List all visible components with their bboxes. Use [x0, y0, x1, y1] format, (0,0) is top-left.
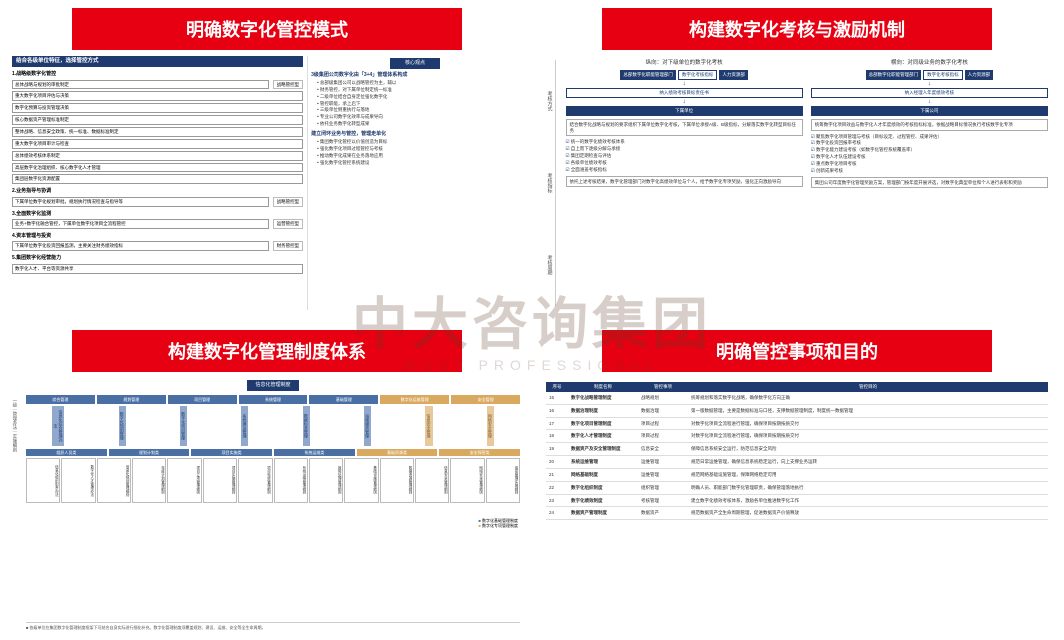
table-row: 15数字化战略管理制度战略规划统筹规划和落实数字化战略，确保数字化方向正确: [546, 392, 1048, 404]
check-item: 创新成果考核: [811, 168, 1048, 174]
p2-box1: 结合数字化战略与规划的要求组织下属单位数字化考核，下属单位承接A级、B级指标，分…: [566, 119, 803, 137]
p3-node: 项目管理: [168, 395, 237, 404]
p1-row: 下属单位数字化规划审批，规划执行情况检查与指导等战略管控型: [12, 197, 303, 207]
p2-col1-head: 纵向：对下级单位的数字化考核: [566, 60, 803, 67]
p3-node: 数字化运维管理: [380, 395, 449, 404]
arrow-down-icon: ↓: [566, 81, 803, 87]
p3-legend: 数字化基础管理制度 数字化专项管理制度: [478, 518, 518, 528]
table-header: 制度名称: [568, 382, 638, 392]
p3-node: 基础管理: [309, 395, 378, 404]
p3-node: 综合管理: [26, 395, 95, 404]
p1-row: 数字化预算与投资管理决策: [12, 103, 303, 113]
panel2-title: 构建数字化考核与激励机制: [602, 8, 992, 50]
check-item: 重点数字化项目考核: [811, 161, 1048, 167]
panel-system: 构建数字化管理制度体系 一级｜管理办法｜实施细则 信息化管理制度 综合管理规划管…: [12, 330, 522, 632]
p1-section-head: 3.全面数字化监测: [12, 211, 303, 218]
p1-row: 总体绩效考核体系制定: [12, 151, 303, 161]
p2-box4: 集团公司年度数字化管理奖励方案，管理部门按年度开展评选，对数字化典型单位和个人进…: [811, 177, 1048, 189]
table-row: 17数字化项目管理制度项目过程对数字化项目全流程进行管理，确保项目按期按质交付: [546, 417, 1048, 430]
panel-purpose: 明确管控事项和目的 序号制度名称管控事项管控目的 15数字化战略管理制度战略规划…: [542, 330, 1052, 632]
p3-node: 安全管理: [451, 395, 520, 404]
check-item: 数字化人才队伍建设考核: [811, 154, 1048, 160]
legend-orange: 数字化专项管理制度: [478, 523, 518, 528]
panel-control-mode: 明确数字化管控模式 结合各级单位特征，选择管控方式 1.战略级数字化管控总体战略…: [12, 8, 522, 310]
p2-side-1: 考核指标: [546, 171, 553, 195]
p1-left: 结合各级单位特征，选择管控方式 1.战略级数字化管控总体战略与规划的审批制定战略…: [12, 56, 303, 310]
p3-side: 一级｜管理办法｜实施细则: [12, 398, 18, 452]
check-item: 集团定期检查与评估: [566, 153, 803, 159]
check-item: 聚焦数字化项目管理与考核（目标设定、过程管控、成果评估）: [811, 134, 1048, 140]
p2-box2: 统筹数字化项目效益与数字化人才年度绩效的考核指标标准，依据战略目标情况执行考核数…: [811, 119, 1048, 131]
p1-row: 下属单位数字化投资回报监测，主要关注财务绩效指标财务管控型: [12, 241, 303, 251]
p3-footer: ■ 各级单位在集团数字化管理制度框架下可结合自身实际进行细化补充。数字化管理制度…: [26, 622, 520, 630]
p1-left-head: 结合各级单位特征，选择管控方式: [12, 56, 303, 67]
p2-block-b5: 下属公司: [811, 106, 1048, 116]
panel3-title: 构建数字化管理制度体系: [72, 330, 462, 372]
p1-section-head: 5.集团数字化经营能力: [12, 255, 303, 262]
p2-box3: 依托上述考核结果，数字化管理部门对数字化高绩效单位与个人，给予数字化专项奖励，强…: [566, 176, 803, 188]
p1-row: 核心数据资产管理标准制定: [12, 115, 303, 125]
p1-row: 高层数字化治理组织、核心数字化人才管理: [12, 163, 303, 173]
p1-section-head: 2.业务指导与协调: [12, 188, 303, 195]
check-item: 各级单位绩效考核: [566, 160, 803, 166]
table-header: 管控目的: [688, 382, 1048, 392]
p3-root: 信息化管理制度: [247, 380, 298, 391]
table-row: 22数字化组织制度组织管理明确人员、职能部门数字化管理职责，确保管理落地执行: [546, 481, 1048, 494]
table-row: 16数据治理制度数据治理第一版数据管理，主要是数据标准与口径，支撑数据管理制度，…: [546, 404, 1048, 417]
table-row: 19数据资产及安全管理制度信息安全保障信息系统安全运行，防范信息安全风险: [546, 443, 1048, 456]
check-item: 全面涵盖考核指标: [566, 167, 803, 173]
check-item: 数字化能力建设考核（如数字化管控系统覆盖率）: [811, 147, 1048, 153]
p1-row: 重大数字化项目评估与决策: [12, 91, 303, 101]
p1-row: 总体战略与规划的审批制定战略管控型: [12, 80, 303, 90]
p1-row: 整体战略、信息安全政策、统一标准、数据标准制定: [12, 127, 303, 137]
p2-block-a2: 数字化考核指标: [678, 70, 718, 80]
arrow-down-icon: ↓: [566, 99, 803, 105]
p4-table: 序号制度名称管控事项管控目的 15数字化战略管理制度战略规划统筹规划和落实数字化…: [546, 382, 1048, 520]
p2-block-a5: 下属单位: [566, 106, 803, 116]
p1-row: 重大数字化项目审计与检查: [12, 139, 303, 149]
panel-incentive: 构建数字化考核与激励机制 考核方式 考核指标 考核周期 纵向：对下级单位的数字化…: [542, 8, 1052, 310]
p1-row: 业务+数字化融合管控，下属单位数字化项目全流程管控运营管控型: [12, 219, 303, 229]
p1-right-title2: 建立闭环业务与管控，管理走单化: [311, 131, 519, 138]
p2-block-b1: 总部数字化职能管理部门: [866, 70, 922, 80]
p1-right: 核心观点 3级集团公司数字化由「3+4」管理体系构成 • 总部级集团公司以战略管…: [307, 56, 522, 310]
table-header: 管控事项: [638, 382, 688, 392]
arrow-down-icon: ↓: [811, 81, 1048, 87]
p2-side-0: 考核方式: [546, 89, 553, 113]
p2-block-b2: 数字化考核指标: [923, 70, 963, 80]
panel4-title: 明确管控事项和目的: [602, 330, 992, 372]
table-row: 23数字化绩效制度考核管理建立数字化绩效考核体系，激励各单位推进数字化工作: [546, 494, 1048, 507]
p2-block-b3: 人力资源部: [965, 70, 994, 80]
check-item: 数字化投资回报率考核: [811, 140, 1048, 146]
p1-section-head: 4.资本管理与投资: [12, 233, 303, 240]
p2-block-a3: 人力资源部: [719, 70, 748, 80]
panel1-title: 明确数字化管控模式: [72, 8, 462, 50]
p2-col-horizontal: 横向：对同级业务的数字化考核 总部数字化职能管理部门 数字化考核指标 人力资源部…: [811, 60, 1048, 306]
panel-grid: 明确数字化管控模式 结合各级单位特征，选择管控方式 1.战略级数字化管控总体战略…: [0, 0, 1064, 640]
p2-col-vertical: 纵向：对下级单位的数字化考核 总部数字化职能管理部门 数字化考核指标 人力资源部…: [566, 60, 803, 306]
p1-row: 集团层数字化资源配置: [12, 174, 303, 184]
table-row: 24数据资产管理制度数据资产规范数据资产全生命周期管理，促进数据资产价值释放: [546, 507, 1048, 520]
arrow-down-icon: ↓: [811, 99, 1048, 105]
p1-right-head: 核心观点: [390, 58, 440, 69]
p1-section-head: 1.战略级数字化管控: [12, 71, 303, 78]
table-row: 18数字化人才管理制度项目过程对数字化项目全流程进行管理，确保项目按期按质交付: [546, 430, 1048, 443]
table-row: 21网络基础制度运维管理规范网络基础设施管理，保障网络稳定可用: [546, 468, 1048, 481]
p3-node: 规划管理: [97, 395, 166, 404]
check-item: 统一的数字化绩效考核体系: [566, 139, 803, 145]
p3-node: 系统管理: [239, 395, 308, 404]
p1-row: 数字化人才、平台等资源共享: [12, 264, 303, 274]
p2-block-a4: 纳入绩效考核目标责任书: [566, 88, 803, 98]
p2-side-labels: 考核方式 考核指标 考核周期: [546, 60, 556, 306]
p2-block-a1: 总部数字化职能管理部门: [620, 70, 676, 80]
p2-block-b4: 纳入经理人年度绩效考核: [811, 88, 1048, 98]
check-item: 自上而下逐级分解与承接: [566, 146, 803, 152]
p2-col2-head: 横向：对同级业务的数字化考核: [811, 60, 1048, 67]
p2-side-2: 考核周期: [546, 253, 553, 277]
table-row: 20系统运维管理运维管理规范日常运维管理，确保信息系统稳定运行，向上支撑业务运转: [546, 456, 1048, 469]
p1-right-title: 3级集团公司数字化由「3+4」管理体系构成: [311, 72, 519, 79]
table-header: 序号: [546, 382, 568, 392]
